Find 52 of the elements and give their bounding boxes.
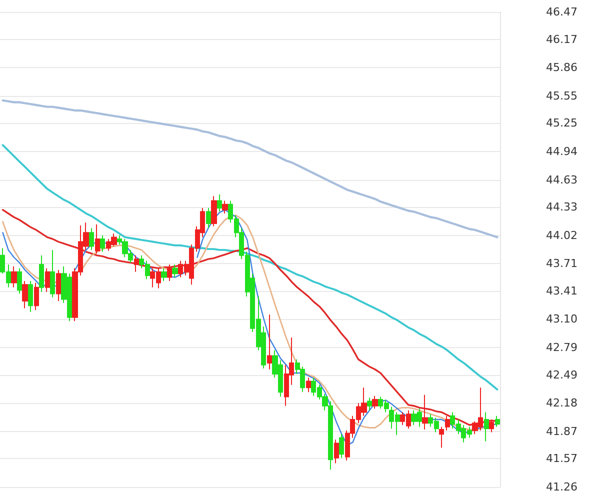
candlestick [306,377,311,393]
candlestick [217,194,222,212]
y-tick-label: 43.10 [546,312,578,326]
candlestick [267,314,272,370]
y-tick-label: 42.18 [546,396,578,410]
y-tick-label: 44.63 [546,173,578,186]
candlestick [161,268,167,282]
candlestick [89,228,94,250]
candlestick [439,426,444,448]
candlestick [28,280,33,312]
candlestick [45,268,50,292]
candlestick [211,196,217,227]
y-tick-label: 44.94 [546,144,578,158]
y-tick-label: 41.57 [546,452,578,466]
candlestick [334,439,339,464]
candlestick [17,268,22,294]
y-tick-label: 43.71 [546,257,578,270]
candlestick [206,208,211,229]
candlestick [22,280,28,309]
y-tick-label: 42.49 [546,368,578,382]
candlestick [422,394,428,430]
y-tick-label: 43.41 [546,284,578,298]
candlestick [495,415,500,428]
candlestick [167,264,172,282]
candlestick [489,419,494,433]
candlestick [172,264,178,278]
y-tick-label: 41.87 [546,424,578,438]
candlestick [34,282,39,311]
y-tick-label: 46.47 [546,6,578,18]
y-tick-label: 44.02 [546,228,578,242]
candlestick [50,249,55,298]
y-tick-label: 45.55 [546,89,578,102]
candlestick [39,254,44,292]
y-tick-label: 41.26 [546,480,578,494]
y-tick-label: 44.33 [546,200,578,214]
y-tick-label: 45.25 [546,116,578,130]
line-series [2,99,498,238]
candlestick [339,434,344,458]
y-tick-label: 42.79 [546,341,578,354]
candlestick [11,266,17,288]
candlestick [134,254,139,272]
candlestick [367,397,372,411]
candlestick [100,234,105,252]
candlestick [484,412,489,442]
candlestick [95,224,100,254]
line-series [2,144,498,390]
candlestick [445,415,450,431]
y-tick-label: 45.86 [546,61,578,74]
candlestick [372,395,378,410]
candlestick [222,200,228,214]
y-tick-label: 46.17 [546,32,578,46]
candlestick [56,270,61,302]
